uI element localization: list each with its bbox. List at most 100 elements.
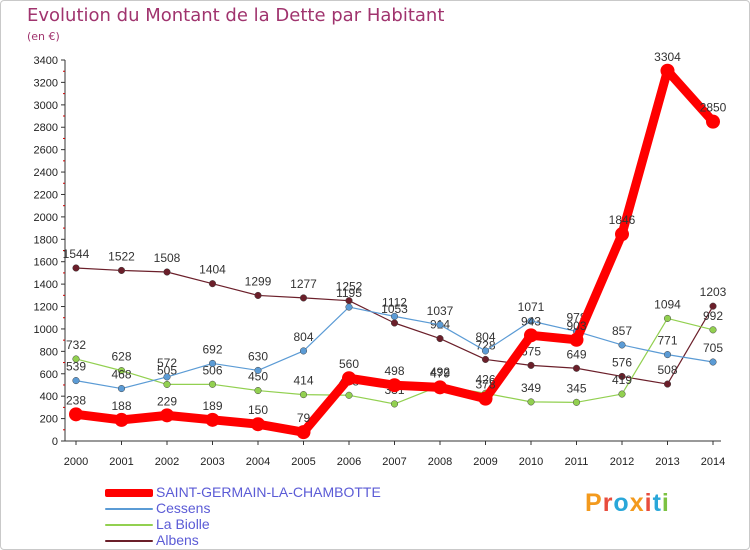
data-point <box>481 347 490 355</box>
data-point <box>618 390 626 398</box>
y-tick-label: 800 <box>40 346 58 358</box>
data-point <box>527 398 535 406</box>
data-point <box>117 385 126 393</box>
data-point <box>114 412 129 427</box>
x-tick-label: 2011 <box>565 456 589 468</box>
x-tick-label: 2010 <box>519 456 543 468</box>
data-label: 560 <box>339 357 359 371</box>
data-label: 505 <box>157 363 177 377</box>
data-label: 498 <box>384 364 404 378</box>
data-label: 1252 <box>336 280 363 294</box>
data-point <box>663 380 672 388</box>
data-point <box>163 373 171 381</box>
data-label: 903 <box>566 319 586 333</box>
data-label: 426 <box>475 372 495 386</box>
data-label: 1053 <box>381 302 408 316</box>
data-label: 1522 <box>108 249 135 263</box>
data-point <box>342 371 356 386</box>
data-label: 1544 <box>63 247 90 261</box>
legend-label: Albens <box>156 532 199 548</box>
legend-label: SAINT-GERMAIN-LA-CHAMBOTTE <box>156 484 381 500</box>
data-point <box>478 391 493 406</box>
data-label: 189 <box>202 399 222 413</box>
data-point <box>208 359 217 368</box>
x-tick-label: 2009 <box>473 456 497 468</box>
y-tick-label: 1000 <box>34 324 58 336</box>
data-label: 705 <box>703 341 723 355</box>
data-point <box>208 280 217 288</box>
data-point <box>524 328 538 343</box>
data-point <box>618 372 626 381</box>
data-label: 492 <box>430 365 450 379</box>
x-tick-label: 2004 <box>246 456 270 468</box>
data-label: 378 <box>475 378 495 392</box>
data-label: 732 <box>66 338 86 352</box>
data-label: 1094 <box>654 297 681 311</box>
data-point <box>345 303 353 311</box>
data-point <box>436 335 444 343</box>
data-label: 649 <box>566 347 586 361</box>
legend-label: La Biolle <box>156 516 210 532</box>
data-point <box>663 314 672 322</box>
data-point <box>299 294 308 302</box>
data-label: 1112 <box>382 295 407 309</box>
x-tick-label: 2001 <box>109 456 133 468</box>
y-tick-label: 2600 <box>34 145 58 157</box>
data-label: 1071 <box>518 300 545 314</box>
data-point <box>390 312 399 320</box>
data-point <box>569 332 584 347</box>
x-tick-label: 2012 <box>610 456 634 468</box>
data-label: 1404 <box>199 263 226 277</box>
data-point <box>663 351 672 359</box>
data-label: 943 <box>521 314 541 328</box>
data-point <box>615 227 629 242</box>
data-point <box>527 317 535 325</box>
data-point <box>163 380 171 388</box>
data-label: 1037 <box>427 304 454 318</box>
y-tick-label: 400 <box>40 391 58 403</box>
chart-title: Evolution du Montant de la Dette par Hab… <box>27 5 445 26</box>
legend-swatch <box>105 524 153 526</box>
data-label: 804 <box>475 330 495 344</box>
data-point <box>72 355 80 363</box>
data-point <box>69 407 83 422</box>
proxiti-logo: Proxiti <box>585 489 670 518</box>
data-point <box>390 319 399 327</box>
data-label: 188 <box>111 399 131 413</box>
data-label: 1508 <box>154 251 181 265</box>
y-tick-label: 3200 <box>34 77 58 89</box>
data-point <box>72 377 80 385</box>
data-label: 450 <box>248 370 268 384</box>
data-label: 468 <box>111 368 131 382</box>
y-tick-label: 2800 <box>34 122 58 134</box>
data-label: 630 <box>248 349 268 363</box>
data-label: 539 <box>66 360 86 374</box>
data-point <box>387 378 402 393</box>
logo-letter: i <box>661 489 670 517</box>
logo-letter: t <box>652 489 662 517</box>
line-chart: 0 200 400 600 800 1000 1200 1400 1600 1800 2000 220… <box>34 50 727 468</box>
y-tick-label: 0 <box>52 436 58 448</box>
data-label: 572 <box>157 356 177 370</box>
y-tick-label: 200 <box>40 414 58 426</box>
data-label: 576 <box>612 355 632 369</box>
data-point <box>160 408 174 423</box>
data-label: 479 <box>430 366 450 380</box>
logo-letter: o <box>613 489 630 517</box>
logo-letter: i <box>644 489 653 517</box>
data-point <box>163 268 171 276</box>
x-tick-label: 2003 <box>200 456 224 468</box>
data-point <box>433 380 447 395</box>
data-point <box>208 380 217 388</box>
data-label: 229 <box>157 394 177 408</box>
data-point <box>618 341 626 349</box>
data-point <box>72 264 80 272</box>
data-point <box>436 321 444 329</box>
data-point <box>345 391 353 399</box>
data-label: 992 <box>703 309 723 323</box>
legend-label: Cessens <box>156 500 211 516</box>
y-tick-label: 2400 <box>34 167 58 179</box>
series-group: 1544152215081404129912771252105391472867… <box>63 247 727 388</box>
